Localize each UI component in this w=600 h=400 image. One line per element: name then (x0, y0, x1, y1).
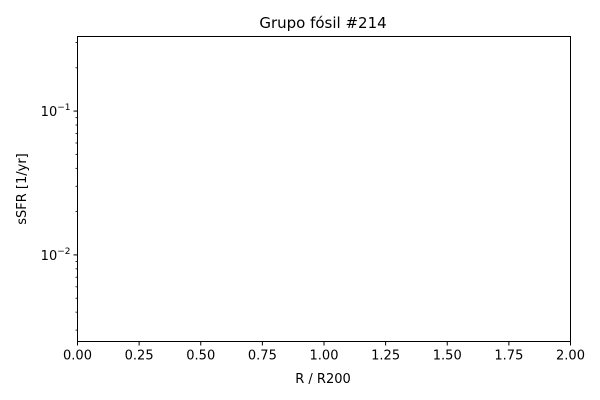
y-axis-label: sSFR [1/yr] (15, 153, 30, 225)
x-axis-label: R / R200 (295, 372, 351, 387)
x-tick-label: 1.25 (371, 349, 400, 364)
x-tick-label: 0.00 (63, 349, 92, 364)
y-tick-label: 10−2 (41, 247, 71, 264)
x-axis: 0.00 0.25 0.50 0.75 1.00 1.25 1.50 1.75 2.00 (63, 341, 585, 364)
x-tick-label: 0.25 (125, 349, 154, 364)
x-tick-label: 1.75 (494, 349, 523, 364)
x-tick-label: 2.00 (556, 349, 585, 364)
y-tick-label: 10−1 (41, 103, 71, 120)
x-tick-label: 1.50 (433, 349, 462, 364)
y-axis: 10−2 10−1 (41, 103, 78, 264)
chart-title: Grupo fósil #214 (259, 14, 386, 32)
x-tick-label: 0.75 (248, 349, 277, 364)
x-tick-label: 1.00 (310, 349, 339, 364)
x-tick-label: 0.50 (186, 349, 215, 364)
plot-frame (77, 36, 571, 342)
